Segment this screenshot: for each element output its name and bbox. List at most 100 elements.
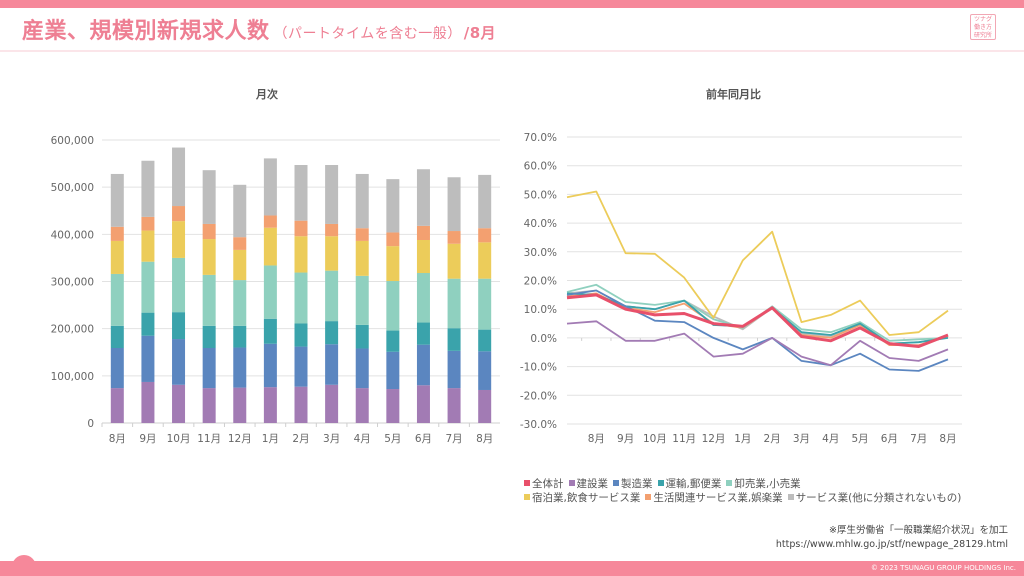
bar-segment	[355, 388, 369, 423]
bar-segment	[172, 206, 186, 222]
bar-x-tick-label: 9月	[139, 433, 156, 445]
bar-x-tick-label: 10月	[167, 433, 191, 445]
bar-segment	[294, 220, 308, 237]
bar-segment	[416, 169, 430, 226]
line-y-tick-label: 60.0%	[524, 161, 557, 173]
bar-segment	[386, 232, 400, 247]
bar-segment	[447, 388, 461, 423]
page-title: 産業、規模別新規求人数 （パートタイムを含む一般）/8月	[22, 13, 496, 45]
bar-segment	[110, 240, 124, 274]
bar-segment	[202, 348, 216, 389]
bar-segment	[263, 265, 277, 319]
bar-segment	[355, 173, 369, 229]
bar-chart-title: 月次	[256, 88, 278, 101]
bar-segment	[110, 173, 124, 227]
legend-swatch	[645, 493, 652, 500]
bar-segment	[172, 339, 186, 385]
brand-logo: ツナグ 働き方 研究所	[970, 14, 996, 40]
legend-label: 製造業	[621, 478, 653, 490]
bar-segment	[110, 348, 124, 389]
source-url[interactable]: https://www.mhlw.go.jp/stf/newpage_28129…	[775, 539, 1008, 550]
bar-segment	[202, 388, 216, 423]
bar-y-tick-label: 300,000	[51, 277, 94, 289]
legend-item: 生活関連サービス業,娯楽業	[645, 492, 783, 504]
line-y-tick-label: 70.0%	[524, 132, 557, 144]
bar-segment	[478, 174, 492, 229]
legend-item: 全体計	[524, 478, 564, 490]
bar-segment	[110, 325, 124, 349]
legend-label: 運輸,郵便業	[665, 478, 722, 490]
legend-label: 宿泊業,飲食サービス業	[532, 491, 641, 504]
bar-segment	[294, 346, 308, 387]
bar-segment	[386, 351, 400, 390]
bar-segment	[233, 325, 247, 348]
bar-segment	[478, 389, 492, 423]
legend-item: 製造業	[613, 478, 653, 490]
bar-segment	[478, 351, 492, 390]
bar-x-tick-label: 3月	[323, 433, 340, 445]
bar-segment	[141, 312, 155, 336]
bar-segment	[325, 164, 339, 224]
title-month: /8月	[463, 24, 497, 42]
legend-swatch	[568, 480, 575, 486]
bar-segment	[294, 386, 308, 423]
bar-segment	[172, 384, 186, 423]
bar-segment	[478, 228, 492, 243]
legend-label: 卸売業,小売業	[734, 478, 801, 490]
legend-item: 宿泊業,飲食サービス業	[524, 492, 640, 504]
line-y-tick-label: 20.0%	[524, 276, 557, 288]
line-x-tick-label: 6月	[881, 433, 898, 445]
line-x-tick-label: 1月	[734, 433, 751, 445]
legend-swatch	[524, 480, 530, 486]
legend-label: 全体計	[532, 478, 564, 490]
bar-segment	[202, 223, 216, 240]
bar-y-tick-label: 400,000	[51, 229, 94, 241]
bar-segment	[294, 236, 308, 273]
line-series-5	[566, 190, 949, 336]
bar-x-tick-label: 8月	[476, 433, 493, 445]
bar-y-tick-label: 100,000	[51, 371, 94, 383]
legend-swatch	[613, 480, 619, 486]
bar-segment	[172, 257, 186, 313]
bar-segment	[172, 147, 186, 207]
bar-segment	[416, 322, 430, 345]
bar-segment	[325, 270, 339, 322]
copyright: © 2023 TSUNAGU GROUP HOLDINGS Inc.	[870, 564, 1016, 572]
bar-segment	[233, 347, 247, 388]
logo-line: ツナグ	[973, 16, 992, 23]
bar-segment	[141, 160, 155, 217]
line-series-0	[566, 293, 949, 348]
bar-segment	[386, 281, 400, 331]
line-x-tick-label: 2月	[764, 433, 781, 445]
top-accent-bar	[0, 0, 1024, 8]
bar-segment	[263, 158, 277, 216]
bar-segment	[416, 344, 430, 386]
legend-item: 卸売業,小売業	[726, 478, 801, 490]
line-x-tick-label: 8月	[588, 433, 605, 445]
legend-swatch	[726, 480, 733, 486]
logo-line: 働き方	[973, 24, 992, 31]
bar-segment	[263, 343, 277, 388]
bar-segment	[386, 389, 400, 423]
bar-segment	[263, 318, 277, 344]
bar-segment	[325, 236, 339, 271]
legend-label: 建設業	[576, 478, 609, 490]
bar-x-tick-label: 12月	[228, 433, 252, 445]
line-y-tick-label: -10.0%	[520, 362, 557, 374]
line-x-tick-label: 9月	[617, 433, 634, 445]
bar-segment	[478, 242, 492, 279]
bar-segment	[294, 272, 308, 324]
line-y-tick-label: 50.0%	[524, 189, 557, 201]
bar-segment	[263, 387, 277, 423]
bar-segment	[478, 329, 492, 352]
legend-item: 建設業	[568, 478, 609, 490]
bar-segment	[447, 231, 461, 244]
bar-y-tick-label: 500,000	[51, 182, 94, 194]
line-y-tick-label: 0.0%	[530, 333, 557, 345]
bar-segment	[172, 312, 186, 340]
line-chart-legend: 全体計 建設業 製造業 運輸,郵便業 卸売業,小売業宿泊業,飲食サービス業 生活関連サービ…	[524, 478, 966, 505]
line-y-tick-label: -20.0%	[520, 390, 557, 402]
line-x-tick-label: 8月	[939, 433, 956, 445]
bar-segment	[202, 274, 216, 326]
